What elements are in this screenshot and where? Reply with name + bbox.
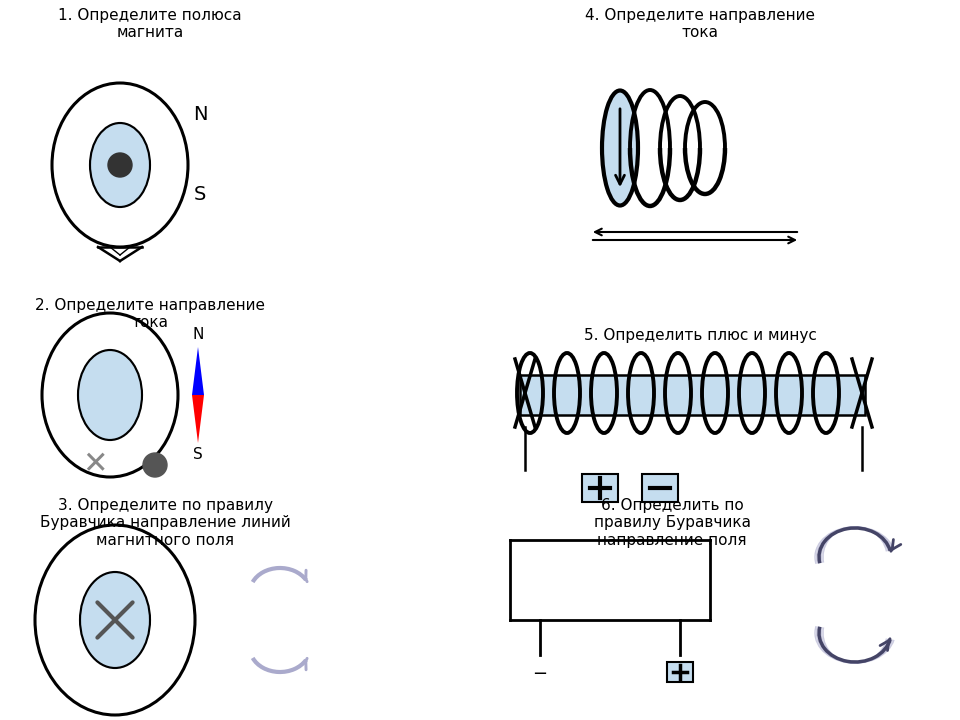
Text: 4. Определите направление
тока: 4. Определите направление тока	[585, 8, 815, 40]
Text: −: −	[533, 665, 547, 683]
Text: S: S	[193, 447, 203, 462]
Text: S: S	[194, 186, 206, 204]
Text: N: N	[192, 327, 204, 342]
Bar	[520, 375, 865, 415]
Text: 5. Определить плюс и минус: 5. Определить плюс и минус	[584, 328, 816, 343]
Bar	[582, 474, 618, 502]
Text: 2. Определите направление
тока: 2. Определите направление тока	[35, 298, 265, 330]
Ellipse shape	[80, 572, 150, 668]
Text: 1. Определите полюса
магнита: 1. Определите полюса магнита	[59, 8, 242, 40]
Circle shape	[143, 453, 167, 477]
Circle shape	[108, 153, 132, 177]
Polygon shape	[192, 395, 204, 443]
Ellipse shape	[602, 91, 638, 205]
Ellipse shape	[42, 313, 178, 477]
Text: ✕: ✕	[83, 451, 108, 480]
Ellipse shape	[78, 350, 142, 440]
Text: 6. Определить по
правилу Буравчика
направление поля: 6. Определить по правилу Буравчика напра…	[593, 498, 751, 548]
Ellipse shape	[52, 83, 188, 247]
Ellipse shape	[90, 123, 150, 207]
Ellipse shape	[35, 525, 195, 715]
Text: N: N	[193, 106, 207, 125]
Text: 3. Определите по правилу
Буравчика направление линий
магнитного поля: 3. Определите по правилу Буравчика напра…	[39, 498, 290, 548]
Bar	[642, 474, 678, 502]
Bar	[667, 662, 693, 682]
Polygon shape	[192, 347, 204, 395]
